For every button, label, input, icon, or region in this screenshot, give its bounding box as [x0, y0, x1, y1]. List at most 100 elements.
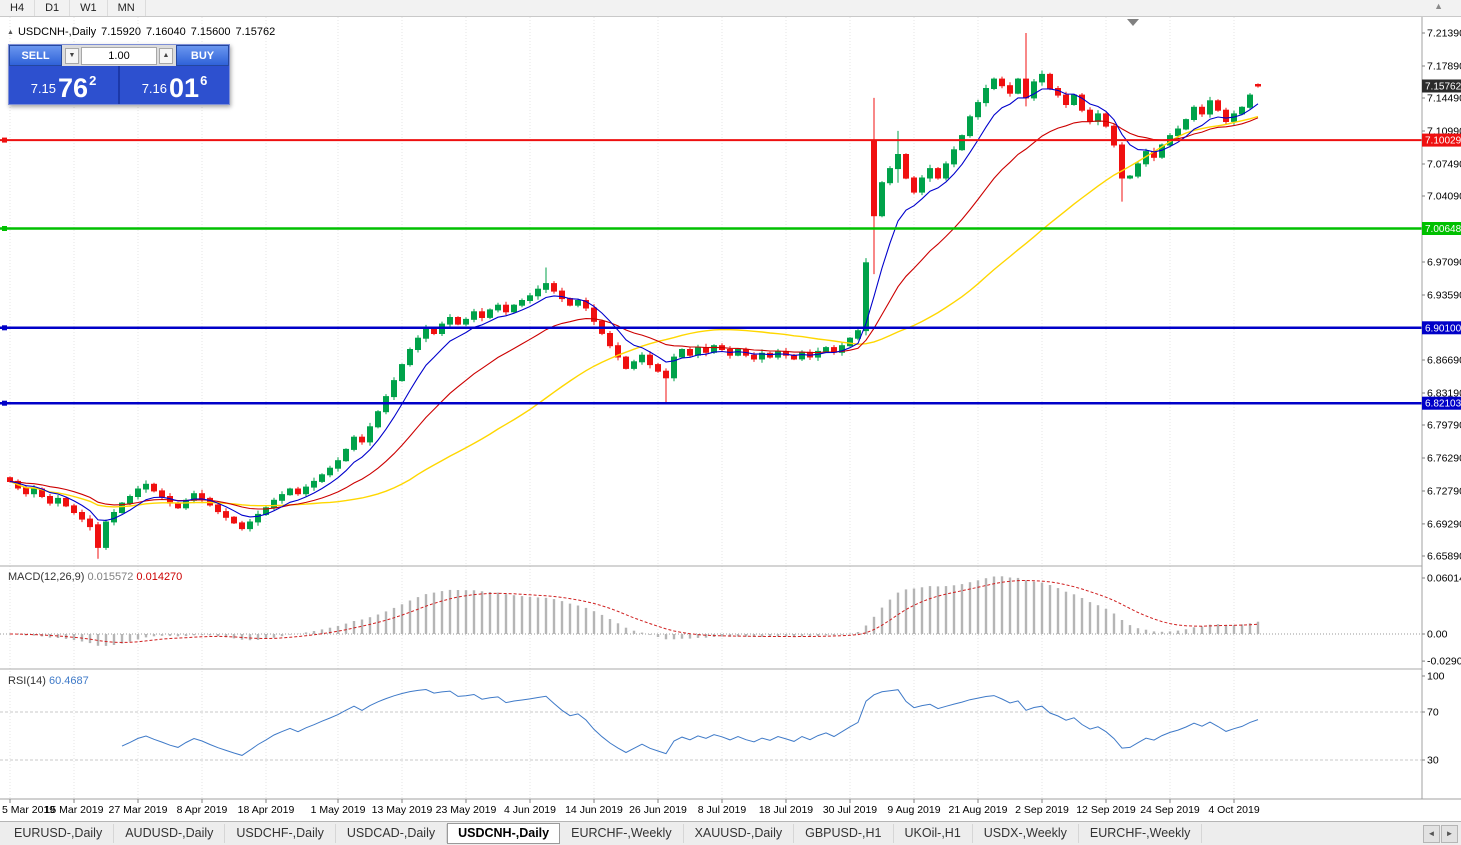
rsi-line	[121, 688, 1259, 756]
sell-button[interactable]: SELL	[9, 45, 62, 66]
symbol-tab-6-xauusd-daily[interactable]: XAUUSD-,Daily	[684, 824, 795, 843]
buy-button[interactable]: BUY	[176, 45, 229, 66]
chart-canvas[interactable]: MACD(12,26,9) 0.015572 0.014270 RSI(14) …	[0, 17, 1461, 821]
date-tick-label: 12 Sep 2019	[1076, 804, 1136, 816]
trade-panel-controls: SELL ▼ ▲ BUY	[9, 45, 229, 66]
ma-medium-line	[9, 117, 1259, 510]
chart-window: MACD(12,26,9) 0.015572 0.014270 RSI(14) …	[0, 17, 1461, 821]
date-tick-label: 18 Jul 2019	[759, 804, 813, 816]
date-tick-label: 26 Jun 2019	[629, 804, 687, 816]
timeframe-button-w1[interactable]: W1	[70, 0, 108, 16]
date-tick-label: 27 Mar 2019	[109, 804, 168, 816]
sell-price-big: 76	[58, 73, 89, 103]
price-line-badge: 7.00648	[1422, 222, 1461, 235]
date-tick-label: 5 Mar 2019	[2, 804, 55, 816]
symbol-tabbar: EURUSD-,Daily AUDUSD-,Daily USDCHF-,Daily U…	[0, 821, 1461, 845]
scroll-up-icon[interactable]: ▲	[1434, 1, 1443, 11]
price-tick-label: 6.83190	[1427, 388, 1461, 400]
price-tick-label: 7.04090	[1427, 191, 1461, 203]
buy-price-big: 01	[169, 73, 200, 103]
date-tick-label: 24 Sep 2019	[1140, 804, 1200, 816]
current-price-badge: 7.15762	[1422, 79, 1461, 93]
symbol-tab-4-usdcnh-daily[interactable]: USDCNH-,Daily	[447, 823, 561, 844]
price-line-anchor[interactable]	[2, 137, 7, 143]
price-tick-label: 7.21390	[1427, 28, 1461, 40]
date-tick-label: 13 May 2019	[372, 804, 433, 816]
price-tick-label: 7.07490	[1427, 159, 1461, 171]
svg-text:MACD(12,26,9) 0.015572 0.01427: MACD(12,26,9) 0.015572 0.014270	[8, 571, 182, 583]
trade-panel-prices: 7.15 76 2 7.16 01 6	[9, 66, 229, 104]
moving-averages	[9, 88, 1259, 521]
macd-tick-label: 0.060146	[1427, 573, 1461, 585]
symbol-tab-8-ukoil-h1[interactable]: UKOil-,H1	[894, 824, 973, 843]
ohlc-open: 7.15920	[101, 26, 141, 38]
svg-text:6.82103: 6.82103	[1425, 399, 1461, 410]
volume-control: ▼ ▲	[62, 45, 176, 66]
price-tick-label: 6.93590	[1427, 290, 1461, 302]
ohlc-high: 7.16040	[145, 26, 186, 38]
symbol-tab-7-gbpusd-h1[interactable]: GBPUSD-,H1	[794, 824, 894, 843]
buy-price[interactable]: 7.16 01 6	[120, 66, 229, 104]
rsi-tick-label: 30	[1427, 755, 1439, 767]
rsi-panel: RSI(14) 60.4687	[0, 675, 1422, 761]
candles	[7, 33, 1261, 559]
macd-panel-divider[interactable]	[0, 565, 1461, 568]
volume-input[interactable]	[81, 46, 157, 65]
svg-text:7.10029: 7.10029	[1425, 136, 1461, 147]
price-line-anchor[interactable]	[2, 400, 7, 406]
rsi-tick-label: 100	[1427, 671, 1445, 683]
date-tick-label: 30 Jul 2019	[823, 804, 877, 816]
price-line-badge: 7.10029	[1422, 133, 1461, 147]
symbol-tab-10-eurchf-weekly[interactable]: EURCHF-,Weekly	[1079, 824, 1203, 843]
ohlc-close: 7.15762	[235, 26, 276, 38]
macd-tick-label: -0.029064	[1427, 656, 1461, 668]
sell-price[interactable]: 7.15 76 2	[9, 66, 118, 104]
symbol-tab-3-usdcad-daily[interactable]: USDCAD-,Daily	[336, 824, 448, 843]
macd-histogram	[16, 576, 1260, 646]
symbol-tab-9-usdx-weekly[interactable]: USDX-,Weekly	[973, 824, 1079, 843]
date-tick-label: 4 Oct 2019	[1208, 804, 1260, 816]
chart-symbol-period: USDCNH-,Daily	[17, 26, 97, 38]
date-tick-label: 14 Jun 2019	[565, 804, 623, 816]
price-tick-label: 7.17890	[1427, 61, 1461, 73]
symbol-tab-2-usdchf-daily[interactable]: USDCHF-,Daily	[225, 824, 336, 843]
chart-symbol-icon: ▲	[7, 29, 14, 36]
top-toolbar: H4 D1 W1 MN ▲	[0, 0, 1461, 17]
chart-shift-marker[interactable]	[1127, 19, 1139, 26]
price-tick-label: 6.79790	[1427, 420, 1461, 432]
ma-fast-line	[9, 88, 1259, 521]
svg-text:7.15762: 7.15762	[1425, 82, 1461, 93]
horizontal-price-lines[interactable]	[0, 137, 1422, 406]
symbol-tab-5-eurchf-weekly[interactable]: EURCHF-,Weekly	[560, 824, 684, 843]
macd-tick-label: 0.00	[1427, 629, 1448, 641]
symbol-tab-1-audusd-daily[interactable]: AUDUSD-,Daily	[114, 824, 226, 843]
date-tick-label: 1 May 2019	[311, 804, 366, 816]
price-tick-label: 6.86690	[1427, 355, 1461, 367]
volume-decrease-button[interactable]: ▼	[65, 47, 79, 64]
tabs-scroll-right-button[interactable]: ►	[1441, 824, 1458, 843]
price-line-anchor[interactable]	[2, 325, 7, 331]
date-tick-label: 8 Apr 2019	[177, 804, 228, 816]
date-tick-label: 18 Apr 2019	[238, 804, 295, 816]
price-line-badge: 6.82103	[1422, 396, 1461, 410]
volume-increase-button[interactable]: ▲	[159, 47, 173, 64]
timeframe-button-d1[interactable]: D1	[35, 0, 71, 16]
price-axis[interactable]: 7.213907.178907.144907.109907.074907.040…	[1422, 28, 1461, 767]
rsi-panel-divider[interactable]	[0, 668, 1461, 671]
price-line-anchor[interactable]	[2, 226, 7, 231]
svg-text:7.00648: 7.00648	[1425, 224, 1461, 235]
timeframe-button-h4[interactable]: H4	[0, 0, 36, 16]
svg-text:6.90100: 6.90100	[1425, 323, 1461, 334]
date-tick-label: 4 Jun 2019	[504, 804, 556, 816]
tabs-scroll-left-button[interactable]: ◄	[1423, 824, 1440, 843]
date-tick-label: 15 Mar 2019	[45, 804, 104, 816]
buy-price-prefix: 7.16	[141, 81, 168, 96]
timeframe-button-mn[interactable]: MN	[108, 0, 146, 16]
symbol-tab-0-eurusd-daily[interactable]: EURUSD-,Daily	[3, 824, 115, 843]
price-tick-label: 6.72790	[1427, 486, 1461, 498]
price-line-badge: 6.90100	[1422, 321, 1461, 335]
rsi-tick-label: 70	[1427, 707, 1439, 719]
